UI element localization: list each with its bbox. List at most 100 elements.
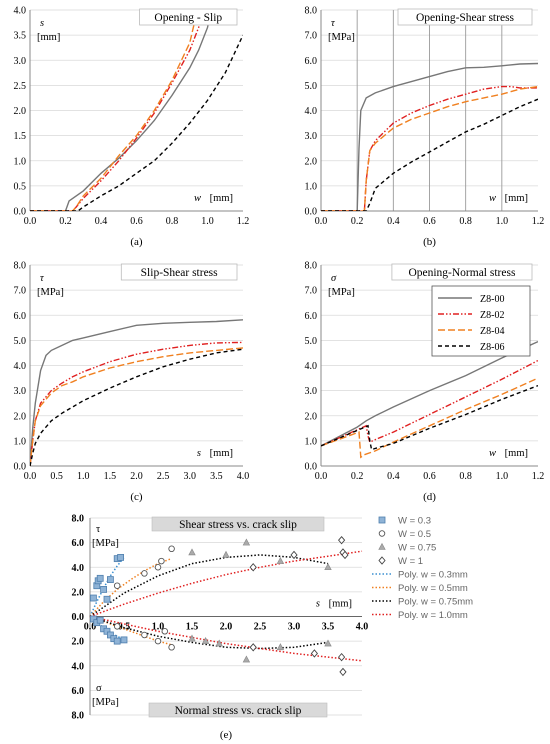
data-point-square [378, 516, 386, 524]
y-axis-top-unit: [MPa] [92, 538, 119, 549]
data-point-triangle [215, 639, 223, 647]
data-point-triangle [276, 556, 285, 564]
chart-panel-a: 0.0 0.5 1.0 1.5 2.0 2.5 3.0 3.5 4.0 0.0 0.2 0.4 0.6 0… [14, 6, 250, 249]
y-tick-label: 0.5 [14, 181, 27, 192]
y-tick-label: 3.5 [14, 31, 27, 42]
data-point-square [100, 586, 107, 593]
legend-label: Poly. w = 0.75mm [398, 597, 473, 608]
chart-title-top: Shear stress vs. crack slip [179, 519, 297, 531]
y-tick-label: 6.0 [305, 56, 318, 67]
y-axis-symbol: s [40, 18, 44, 29]
data-point-diamond [249, 563, 257, 572]
y-axis-unit: [MPa] [328, 32, 355, 43]
data-point-triangle [201, 636, 210, 644]
series-line-z8-02 [30, 10, 205, 211]
series-line-z8-00 [321, 62, 538, 211]
legend-label: W = 0.75 [398, 543, 436, 554]
trendline-normal [89, 615, 329, 650]
series-line-z8-06 [30, 34, 243, 211]
x-tick-label: 2.5 [157, 471, 170, 482]
chart-panel-d: 0.0 1.0 2.0 3.0 4.0 5.0 6.0 7.0 8.0 0.0 0.2 0.4 0.6 0… [305, 261, 545, 504]
data-point-diamond [338, 652, 346, 662]
data-point-triangle [188, 634, 196, 642]
legend-label: Poly. w = 1.0mm [398, 610, 468, 621]
y-tick-label: 5.0 [305, 81, 318, 92]
x-tick-label: 0.4 [95, 216, 108, 227]
x-axis-unit: [mm] [329, 599, 352, 610]
x-tick-label: 1.0 [77, 471, 90, 482]
x-axis-unit: [mm] [210, 193, 233, 204]
x-tick-label: 0.4 [387, 471, 400, 482]
y-tick-label: 4.0 [72, 661, 85, 672]
legend-label: Z8-06 [480, 342, 504, 353]
y-tick-label: 1.0 [14, 156, 27, 167]
x-axis-symbol: s [316, 599, 320, 610]
y-tick-label: 2.0 [14, 106, 27, 117]
y-tick-label: 1.0 [305, 181, 318, 192]
data-point-square [107, 631, 114, 639]
y-tick-label: 2.0 [14, 411, 27, 422]
x-tick-label: 3.5 [322, 622, 335, 633]
x-axis-unit: [mm] [505, 193, 528, 204]
data-point-square [96, 616, 104, 624]
data-point-square [113, 637, 121, 645]
y-axis-symbol: σ [331, 273, 337, 284]
x-tick-label: 3.5 [210, 471, 223, 482]
y-axis-unit: [mm] [37, 32, 60, 43]
x-tick-label: 1.5 [104, 471, 117, 482]
x-axis-unit: [mm] [505, 448, 528, 459]
x-tick-label: 1.0 [201, 216, 214, 227]
y-tick-label: 4.0 [305, 361, 318, 372]
series-line-z8-00 [321, 340, 538, 447]
chart-title-box [397, 8, 533, 26]
data-point-diamond [310, 649, 318, 658]
y-tick-label: 6.0 [72, 686, 85, 697]
x-axis-symbol: w [194, 193, 201, 204]
legend-label: Poly. w = 0.5mm [398, 583, 468, 594]
legend-label: W = 0.3 [398, 516, 431, 527]
y-tick-label: 5.0 [305, 336, 318, 347]
chart-panel-b: 0.0 1.0 2.0 3.0 4.0 5.0 6.0 7.0 8.0 0.0 0.2 0.4 0.6 0… [305, 6, 545, 249]
y-tick-label: 0.0 [14, 207, 27, 218]
x-tick-label: 4.0 [237, 471, 250, 482]
data-point-circle [113, 582, 121, 589]
y-tick-label: 8.0 [72, 514, 85, 525]
x-tick-label: 1.0 [152, 622, 165, 633]
y-tick-label: 6.0 [72, 538, 85, 549]
data-point-diamond [338, 535, 346, 545]
legend-label: Z8-02 [480, 310, 504, 321]
series-line-z8-06 [321, 384, 538, 451]
y-tick-label: 7.0 [14, 286, 27, 297]
data-point-circle [141, 570, 148, 577]
y-tick-label: 1.0 [305, 436, 318, 447]
x-tick-label: 0.5 [50, 471, 63, 482]
x-tick-label: 0.8 [459, 216, 472, 227]
y-tick-label: 0.0 [305, 207, 318, 218]
legend-label: Poly. w = 0.3mm [398, 570, 468, 581]
chart-title: Slip-Shear stress [141, 267, 219, 279]
x-tick-label: 1.2 [532, 216, 545, 227]
chart-title: Opening-Normal stress [408, 267, 516, 279]
legend-label: W = 0.5 [398, 529, 431, 540]
chart-title: Opening - Slip [154, 12, 222, 24]
data-point-square [120, 636, 128, 644]
data-point-circle [378, 530, 386, 537]
series-line-z8-04 [321, 377, 538, 459]
x-tick-label: 0.0 [315, 471, 328, 482]
chart-title-box [391, 263, 533, 281]
data-point-square [103, 595, 111, 603]
y-tick-label: 6.0 [305, 311, 318, 322]
y-tick-label: 4.0 [72, 563, 85, 574]
data-point-triangle [188, 548, 196, 556]
data-point-triangle [324, 563, 332, 571]
panel-caption: (c) [130, 491, 143, 503]
x-tick-label: 2.0 [130, 471, 143, 482]
y-axis-symbol: τ [331, 18, 336, 29]
data-point-triangle [378, 542, 386, 550]
data-point-diamond [339, 667, 347, 677]
y-axis-symbol: τ [40, 273, 45, 284]
series-line-z8-02 [321, 359, 538, 447]
x-tick-label: 0.6 [423, 471, 436, 482]
y-tick-label: 2.0 [72, 587, 85, 598]
